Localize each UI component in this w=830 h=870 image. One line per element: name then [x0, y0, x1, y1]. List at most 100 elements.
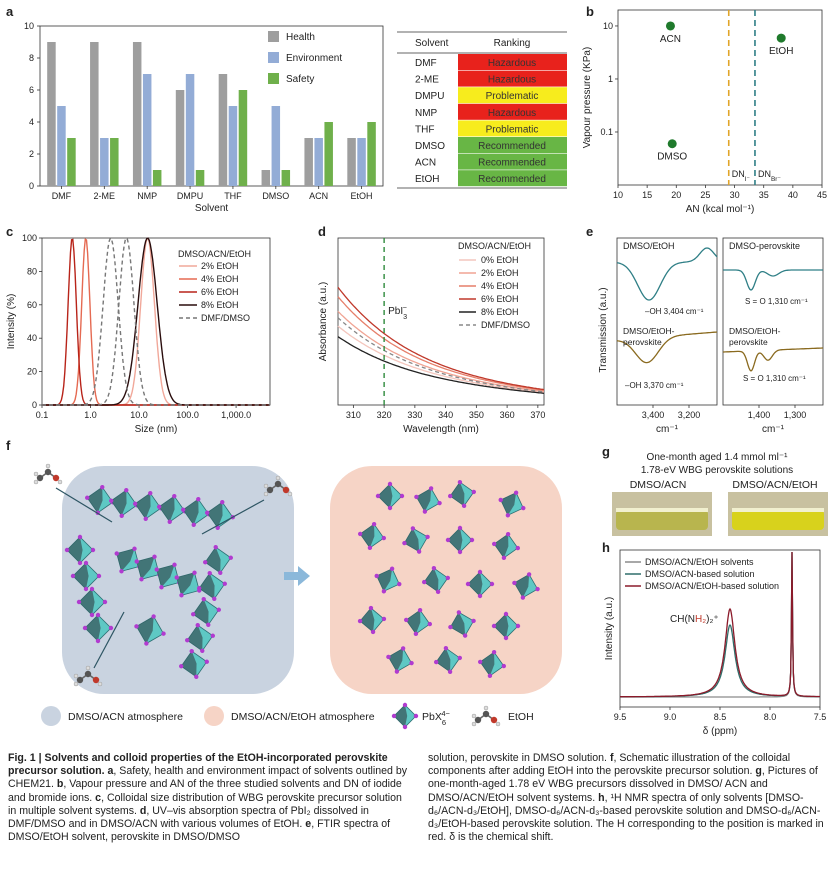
ftir-peak-label: S = O 1,310 cm⁻¹	[743, 374, 806, 383]
halide-atom	[521, 505, 526, 511]
halide-atom	[422, 509, 428, 514]
pbx6-octahedron	[414, 486, 442, 514]
octahedron-shade	[73, 563, 89, 589]
halide-atom	[535, 586, 540, 592]
bar	[271, 106, 281, 186]
ftir-title: perovskite	[623, 337, 662, 347]
carbon-atom	[266, 486, 274, 494]
x-tick-label: 350	[469, 410, 484, 420]
pbx6-octahedron	[447, 479, 477, 509]
oxygen-atom	[52, 474, 60, 482]
halide-atom	[501, 663, 507, 669]
caption-segment: Fig. 1 | Solvents and colloid properties…	[8, 752, 388, 778]
octahedron-shade	[376, 568, 393, 592]
caption-segment: g	[755, 765, 762, 778]
table-ranking: Recommended	[478, 141, 546, 152]
halide-atom	[201, 596, 206, 602]
bar	[132, 42, 142, 186]
halide-atom	[191, 522, 196, 528]
ranking-cell	[458, 153, 567, 170]
halide-atom	[520, 595, 526, 600]
table-solvent: NMP	[415, 108, 438, 119]
octahedron-shade	[136, 616, 154, 644]
halide-atom	[447, 493, 453, 499]
halide-atom	[457, 549, 463, 555]
halide-atom	[77, 534, 83, 540]
y-tick-label: 100	[22, 233, 37, 243]
panel-label: d	[318, 224, 326, 239]
halide-atom	[70, 573, 76, 579]
pbx6-octahedron	[70, 560, 102, 592]
x-tick-label: 370	[530, 410, 545, 420]
table-ranking: Hazardous	[488, 108, 536, 119]
hydrogen-atom	[471, 721, 477, 727]
halide-atom	[389, 566, 395, 571]
bar	[100, 138, 109, 186]
x-tick-label: 40	[788, 190, 798, 200]
photo-title: 1.78-eV WBG perovskite solutions	[641, 465, 793, 476]
legend-title: DMSO/ACN/EtOH	[178, 249, 251, 259]
halide-atom	[381, 589, 387, 594]
pbx6-octahedron	[512, 572, 540, 600]
x-tick-label: 100.0	[176, 410, 199, 420]
halide-atom	[381, 616, 387, 622]
octahedron-shade	[207, 502, 223, 528]
legend-label: DMSO/ACN/EtOH solvents	[645, 557, 754, 567]
legend-swatch	[268, 52, 279, 63]
caption-segment: , ¹H NMR spectra of only solvents [DMSO-…	[428, 791, 824, 844]
pbx6-octahedron	[421, 565, 451, 595]
etoh-molecule	[471, 705, 501, 727]
ranking-cell	[458, 170, 567, 187]
bar	[314, 138, 323, 186]
halide-atom	[471, 489, 477, 495]
x-tick-label: 35	[759, 190, 769, 200]
bar	[175, 90, 185, 186]
absorbance-curve	[337, 317, 545, 393]
halide-atom	[114, 551, 119, 556]
halide-atom	[465, 581, 471, 587]
pbx6-octahedron	[357, 521, 387, 551]
legend-label: DMSO/ACN/EtOH atmosphere	[231, 711, 375, 723]
hydrogen-atom	[85, 665, 91, 671]
octahedron-shade	[514, 574, 530, 598]
x-tick-label: 10	[613, 190, 623, 200]
octahedron-shade	[436, 648, 451, 672]
dn-label: DNBr⁻	[758, 169, 781, 183]
halide-atom	[421, 579, 427, 585]
halide-atom	[414, 494, 419, 500]
halide-atom	[119, 569, 124, 574]
pbx6-octahedron	[465, 569, 495, 599]
legend-label: 4% EtOH	[201, 274, 239, 284]
halide-atom	[503, 635, 509, 641]
halide-atom	[216, 607, 222, 612]
halide-atom	[200, 648, 205, 654]
table-solvent: DMSO	[415, 141, 445, 152]
octahedron-shade	[193, 599, 209, 625]
oxygen-atom	[282, 486, 290, 494]
bar	[261, 170, 271, 186]
pbx6-octahedron	[375, 481, 405, 511]
halide-atom	[367, 545, 373, 551]
legend-label: DMF/DMSO	[201, 313, 250, 323]
plot-frame	[337, 237, 545, 406]
table-solvent: DMF	[415, 58, 437, 69]
halide-atom	[184, 638, 190, 643]
pbx6-octahedron	[154, 562, 182, 590]
absorbance-curve	[337, 286, 545, 391]
halide-atom	[400, 646, 406, 651]
pbx6-octahedron	[196, 570, 228, 602]
ranking-cell	[458, 137, 567, 153]
octahedron-shade	[176, 572, 195, 596]
octahedron-shade	[406, 610, 421, 634]
halide-atom	[457, 655, 463, 661]
legend-label: 2% EtOH	[481, 268, 519, 278]
panel-c: c 0.1 1.0 10.0 100.0 1,000.0 0 20 40 60 80 100 Size …	[6, 224, 271, 435]
halide-atom	[159, 585, 164, 590]
legend-label: 4% EtOH	[481, 281, 519, 291]
absorbance-curve	[337, 336, 545, 394]
caption-column-2: solution, perovskite in DMSO solution. f…	[428, 752, 828, 844]
halide-atom	[195, 622, 200, 628]
halide-atom	[489, 581, 495, 587]
halide-atom	[64, 547, 70, 553]
y-tick-label: 2	[29, 149, 34, 159]
